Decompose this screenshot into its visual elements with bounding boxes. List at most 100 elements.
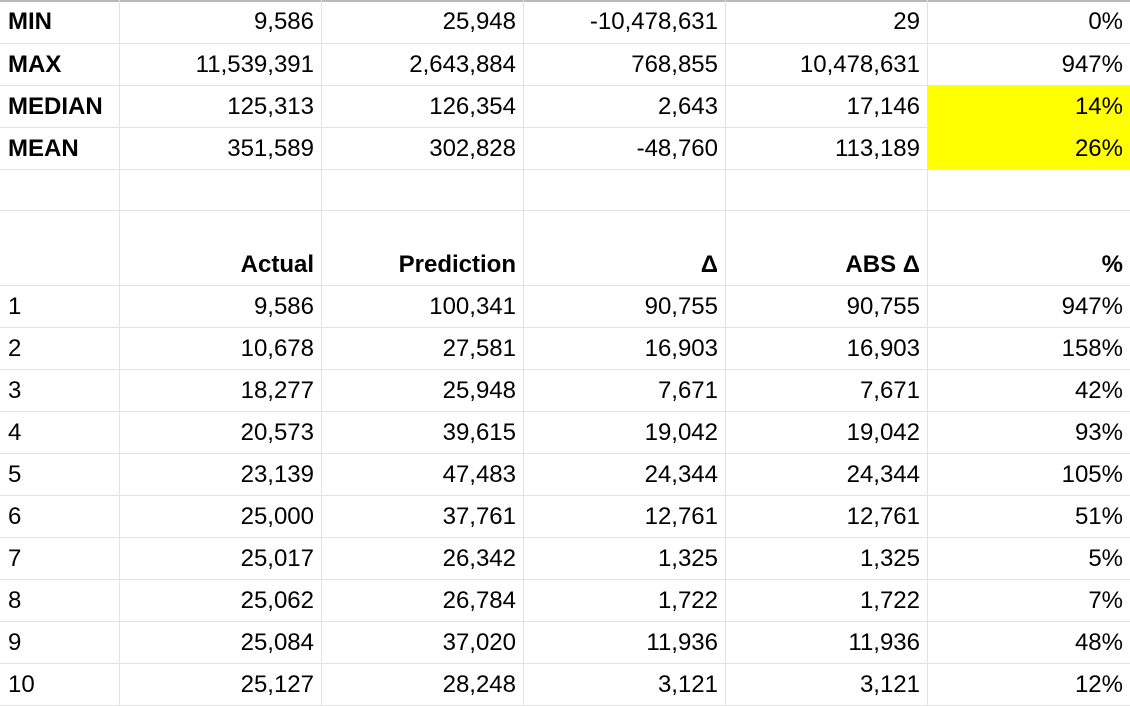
abs-delta-cell[interactable]: 7,671 <box>726 370 928 411</box>
delta-cell[interactable]: -10,478,631 <box>524 0 726 43</box>
row-number-cell[interactable]: 8 <box>0 580 120 621</box>
delta-cell[interactable]: 24,344 <box>524 454 726 495</box>
prediction-cell[interactable]: 100,341 <box>322 286 524 327</box>
row-number-cell[interactable]: 6 <box>0 496 120 537</box>
actual-cell[interactable]: 25,084 <box>120 622 322 663</box>
prediction-cell[interactable]: 47,483 <box>322 454 524 495</box>
prediction-cell[interactable]: 25,948 <box>322 0 524 43</box>
pct-cell[interactable]: 5% <box>1088 544 1123 572</box>
empty-cell[interactable] <box>120 170 322 210</box>
empty-cell[interactable] <box>524 170 726 210</box>
prediction-cell[interactable]: 28,248 <box>322 664 524 705</box>
row-label-cell[interactable]: MEAN <box>0 128 120 169</box>
empty-cell[interactable] <box>726 170 928 210</box>
pct-cell[interactable]: 947% <box>1061 50 1123 78</box>
pct-cell[interactable]: 12% <box>1074 670 1123 698</box>
prediction-cell[interactable]: 302,828 <box>322 128 524 169</box>
header-actual[interactable]: Actual <box>120 211 322 285</box>
empty-cell[interactable] <box>928 170 1130 210</box>
pct-cell[interactable]: 42% <box>1074 376 1123 404</box>
row-number-cell[interactable]: 7 <box>0 538 120 579</box>
prediction-cell[interactable]: 126,354 <box>322 86 524 127</box>
actual-cell[interactable]: 23,139 <box>120 454 322 495</box>
delta-cell[interactable]: 12,761 <box>524 496 726 537</box>
delta-cell[interactable]: 1,325 <box>524 538 726 579</box>
abs-delta-cell[interactable]: 24,344 <box>726 454 928 495</box>
row-number-cell[interactable]: 3 <box>0 370 120 411</box>
abs-delta-cell[interactable]: 29 <box>726 0 928 43</box>
actual-cell[interactable]: 351,589 <box>120 128 322 169</box>
prediction-cell[interactable]: 27,581 <box>322 328 524 369</box>
pct-cell[interactable]: 7% <box>1088 586 1123 614</box>
delta-cell[interactable]: 7,671 <box>524 370 726 411</box>
delta-cell[interactable]: 19,042 <box>524 412 726 453</box>
actual-cell[interactable]: 25,017 <box>120 538 322 579</box>
prediction-cell[interactable]: 2,643,884 <box>322 44 524 85</box>
delta-cell[interactable]: 3,121 <box>524 664 726 705</box>
empty-cell[interactable] <box>322 170 524 210</box>
delta-cell[interactable]: 16,903 <box>524 328 726 369</box>
row-number-cell[interactable]: 5 <box>0 454 120 495</box>
delta-cell[interactable]: 11,936 <box>524 622 726 663</box>
pct-cell[interactable]: 51% <box>1074 502 1123 530</box>
empty-cell[interactable] <box>0 170 120 210</box>
delta-cell[interactable]: 90,755 <box>524 286 726 327</box>
abs-delta-cell[interactable]: 19,042 <box>726 412 928 453</box>
pct-cell[interactable]: 105% <box>1061 460 1123 488</box>
pct-cell[interactable]: 93% <box>1074 418 1123 446</box>
actual-cell[interactable]: 125,313 <box>120 86 322 127</box>
prediction-cell[interactable]: 25,948 <box>322 370 524 411</box>
row-number-cell[interactable]: 9 <box>0 622 120 663</box>
actual-cell[interactable]: 11,539,391 <box>120 44 322 85</box>
actual-cell[interactable]: 25,000 <box>120 496 322 537</box>
delta-cell[interactable]: 1,722 <box>524 580 726 621</box>
row-number-cell[interactable]: 10 <box>0 664 120 705</box>
pct-cell[interactable]: 0% <box>1088 7 1123 35</box>
row-number-cell[interactable]: 4 <box>0 412 120 453</box>
table-row: 6 25,000 37,761 12,761 12,761 51% <box>0 496 1130 538</box>
actual-cell[interactable]: 25,062 <box>120 580 322 621</box>
empty-cell[interactable] <box>0 211 120 285</box>
abs-delta-cell[interactable]: 12,761 <box>726 496 928 537</box>
row-number-cell[interactable]: 2 <box>0 328 120 369</box>
actual-cell[interactable]: 25,127 <box>120 664 322 705</box>
actual-cell[interactable]: 9,586 <box>120 286 322 327</box>
header-prediction[interactable]: Prediction <box>322 211 524 285</box>
row-number-cell[interactable]: 1 <box>0 286 120 327</box>
prediction-cell[interactable]: 26,342 <box>322 538 524 579</box>
header-abs-delta[interactable]: ABS Δ <box>726 211 928 285</box>
delta-cell[interactable]: -48,760 <box>524 128 726 169</box>
prediction-cell[interactable]: 39,615 <box>322 412 524 453</box>
pct-cell[interactable]: 158% <box>1061 334 1123 362</box>
pct-cell[interactable]: 947% <box>1061 292 1123 320</box>
actual-cell[interactable]: 20,573 <box>120 412 322 453</box>
row-label-cell[interactable]: MEDIAN <box>0 86 120 127</box>
abs-delta-cell[interactable]: 90,755 <box>726 286 928 327</box>
header-pct[interactable]: % <box>1101 251 1123 278</box>
prediction-cell[interactable]: 26,784 <box>322 580 524 621</box>
prediction-cell[interactable]: 37,761 <box>322 496 524 537</box>
actual-cell[interactable]: 9,586 <box>120 0 322 43</box>
abs-delta-cell[interactable]: 10,478,631 <box>726 44 928 85</box>
pct-cell[interactable]: 48% <box>1074 628 1123 656</box>
delta-cell[interactable]: 2,643 <box>524 86 726 127</box>
sheet-top-border <box>0 0 1130 2</box>
abs-delta-cell[interactable]: 113,189 <box>726 128 928 169</box>
abs-delta-cell[interactable]: 17,146 <box>726 86 928 127</box>
pct-cell-highlighted[interactable]: 26% <box>928 128 1130 169</box>
row-label-cell[interactable]: MIN <box>0 0 120 43</box>
table-row: 4 20,573 39,615 19,042 19,042 93% <box>0 412 1130 454</box>
abs-delta-cell[interactable]: 11,936 <box>726 622 928 663</box>
row-label-cell[interactable]: MAX <box>0 44 120 85</box>
actual-cell[interactable]: 10,678 <box>120 328 322 369</box>
abs-delta-cell[interactable]: 1,722 <box>726 580 928 621</box>
abs-delta-cell[interactable]: 16,903 <box>726 328 928 369</box>
actual-cell[interactable]: 18,277 <box>120 370 322 411</box>
pct-cell-highlighted[interactable]: 14% <box>928 86 1130 127</box>
prediction-cell[interactable]: 37,020 <box>322 622 524 663</box>
delta-cell[interactable]: 768,855 <box>524 44 726 85</box>
abs-delta-cell[interactable]: 1,325 <box>726 538 928 579</box>
abs-delta-cell[interactable]: 3,121 <box>726 664 928 705</box>
header-delta[interactable]: Δ <box>524 211 726 285</box>
